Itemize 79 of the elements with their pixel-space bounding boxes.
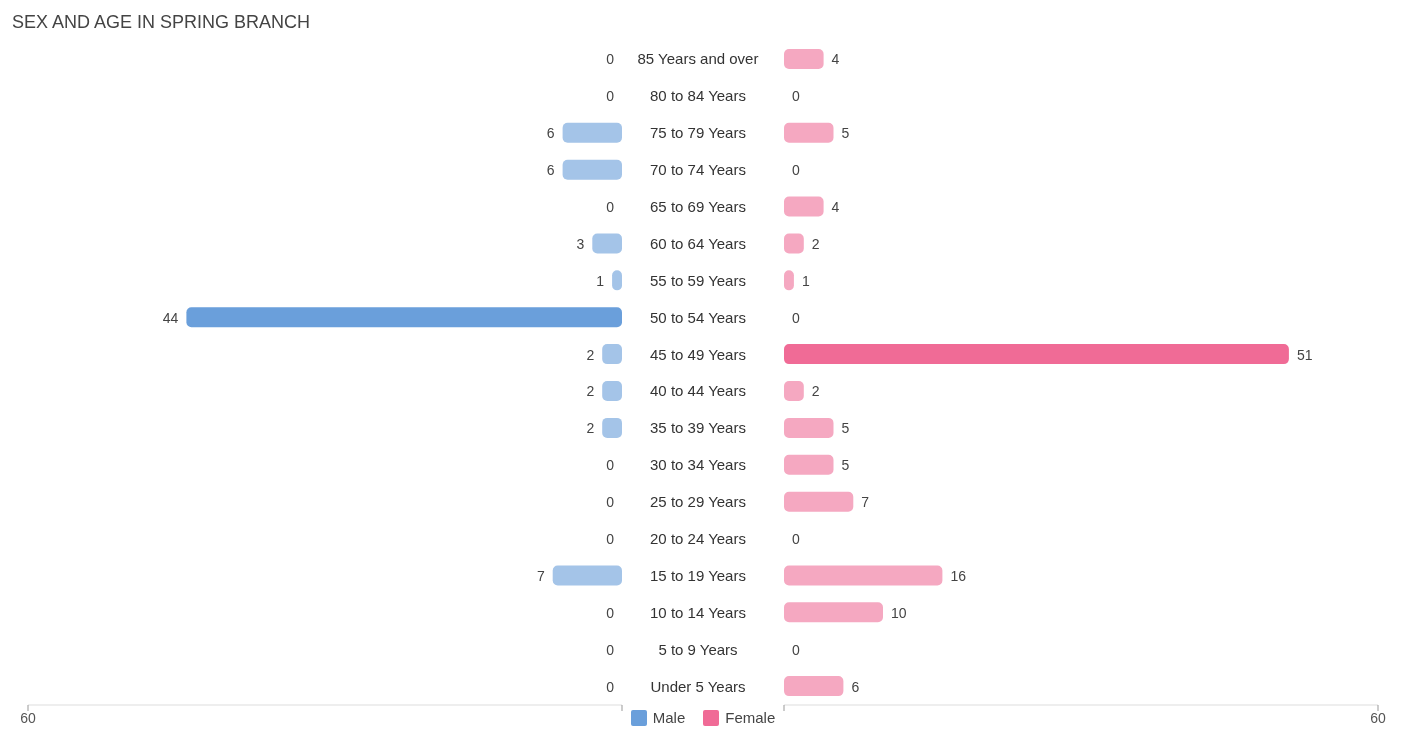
data-label: 6	[546, 162, 555, 179]
bar	[602, 417, 622, 438]
bar	[602, 344, 622, 365]
bar	[784, 233, 804, 254]
data-label: 51	[1296, 346, 1313, 363]
bar	[784, 417, 834, 438]
bar	[602, 381, 622, 401]
y-tick-label: 20 to 24 Years	[650, 530, 746, 547]
data-label: 0	[792, 309, 800, 326]
data-label: 2	[586, 383, 595, 400]
bar	[784, 196, 824, 217]
legend-label: Male	[651, 709, 686, 726]
bar	[784, 454, 834, 475]
chart-title: SEX AND AGE IN SPRING BRANCH	[11, 11, 312, 34]
data-label: 5	[841, 457, 850, 474]
y-tick-label: 60 to 64 Years	[650, 234, 746, 252]
data-label: 5	[841, 420, 850, 437]
y-tick-label: 85 Years and over	[637, 50, 759, 68]
data-label: 0	[606, 88, 615, 105]
data-label: 0	[606, 494, 615, 511]
data-label: 0	[792, 162, 800, 179]
bar	[186, 307, 622, 328]
data-label: 5	[841, 125, 850, 142]
data-label: 0	[606, 51, 615, 68]
bar	[784, 381, 804, 401]
data-label: 2	[586, 420, 595, 437]
bar	[784, 49, 824, 69]
y-tick-label: 70 to 74 Years	[650, 161, 746, 179]
bar	[592, 233, 622, 254]
data-label: 3	[576, 235, 585, 252]
data-label: 6	[546, 125, 555, 142]
data-label: 0	[792, 641, 800, 658]
y-tick-label: 55 to 59 Years	[650, 271, 746, 289]
y-tick-label: 65 to 69 Years	[650, 198, 746, 215]
bar	[552, 565, 622, 586]
bar	[784, 602, 883, 623]
data-label: 7	[536, 567, 545, 584]
y-tick-label: 75 to 79 Years	[650, 124, 746, 142]
data-label: 1	[596, 272, 605, 289]
x-tick-label: 60	[20, 709, 36, 726]
data-label: 4	[831, 51, 840, 68]
y-tick-label: 30 to 34 Years	[650, 456, 746, 474]
data-label: 0	[606, 457, 615, 474]
y-tick-label: 10 to 14 Years	[650, 603, 746, 621]
data-label: 10	[891, 604, 907, 621]
data-label: 2	[811, 383, 820, 400]
y-tick-label: 45 to 49 Years	[650, 345, 746, 363]
y-tick-label: 80 to 84 Years	[650, 87, 746, 105]
data-label: 6	[851, 678, 860, 695]
legend-label: Female	[724, 709, 776, 726]
bar	[562, 159, 622, 180]
y-tick-label: 35 to 39 Years	[650, 419, 746, 437]
x-tick-label: 60	[1370, 709, 1386, 726]
data-label: 0	[606, 604, 615, 621]
data-label: 16	[950, 567, 967, 584]
bar	[784, 491, 854, 512]
y-tick-label: 5 to 9 Years	[658, 640, 738, 658]
data-label: 0	[792, 88, 800, 105]
y-tick-label: 15 to 19 Years	[650, 566, 746, 584]
data-label: 0	[606, 531, 615, 547]
y-tick-label: Under 5 Years	[650, 677, 746, 695]
data-label: 2	[586, 346, 595, 363]
data-label: 0	[606, 641, 615, 658]
data-label: 7	[861, 494, 870, 511]
data-label: 0	[606, 199, 615, 215]
bar	[784, 122, 834, 143]
y-tick-label: 40 to 44 Years	[650, 382, 746, 400]
data-label: 2	[811, 235, 820, 252]
data-label: 1	[801, 272, 810, 289]
y-tick-label: 50 to 54 Years	[650, 308, 746, 326]
data-label: 4	[831, 199, 840, 215]
bar	[784, 676, 844, 697]
bar	[784, 565, 943, 586]
bar	[562, 122, 622, 143]
data-label: 0	[792, 531, 800, 547]
y-tick-label: 25 to 29 Years	[650, 493, 746, 511]
data-label: 0	[606, 678, 615, 695]
bar	[784, 344, 1289, 365]
data-label: 44	[162, 309, 179, 326]
